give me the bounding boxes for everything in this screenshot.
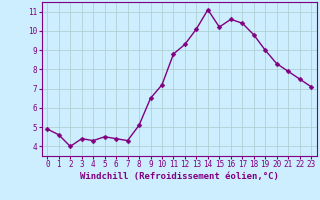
- X-axis label: Windchill (Refroidissement éolien,°C): Windchill (Refroidissement éolien,°C): [80, 172, 279, 181]
